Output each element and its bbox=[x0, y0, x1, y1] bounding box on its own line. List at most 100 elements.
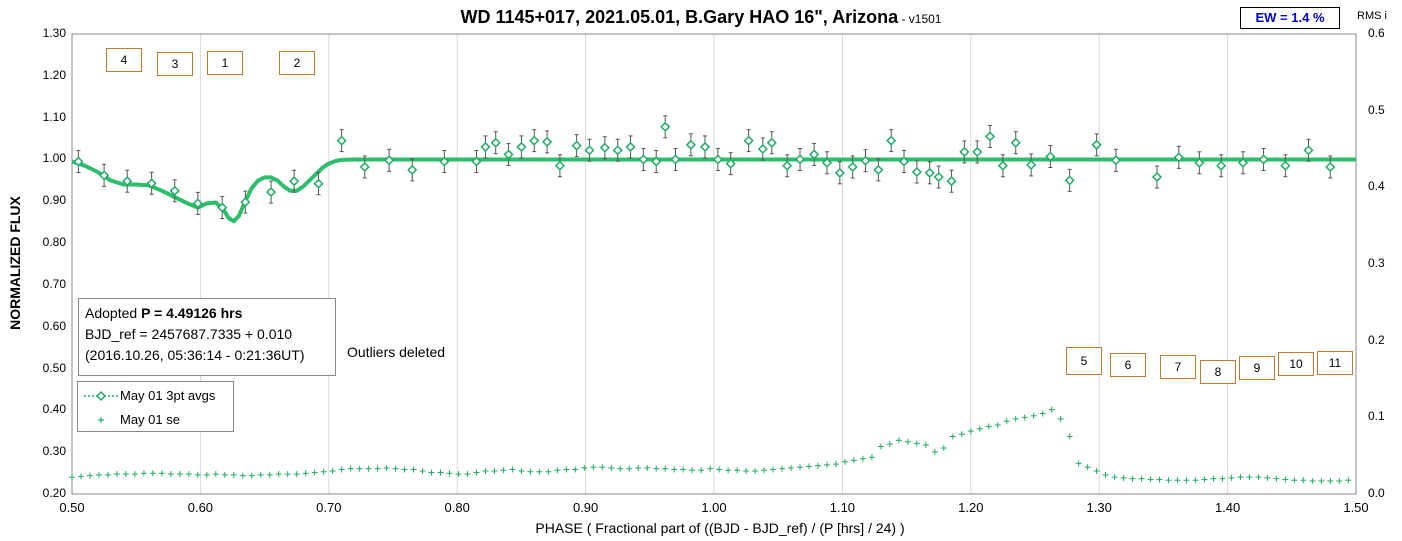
avg-point bbox=[192, 191, 203, 215]
se-point bbox=[1156, 476, 1163, 483]
se-point bbox=[967, 428, 974, 435]
chart-title: WD 1145+017, 2021.05.01, B.Gary HAO 16",… bbox=[0, 7, 1402, 28]
se-point bbox=[257, 471, 264, 478]
dip-label-2: 2 bbox=[279, 51, 315, 75]
se-point bbox=[302, 470, 309, 477]
avg-point bbox=[1303, 138, 1314, 162]
chart-version: v1501 bbox=[908, 12, 942, 26]
se-point bbox=[1021, 414, 1028, 421]
se-point bbox=[365, 465, 372, 472]
avg-point bbox=[699, 135, 711, 159]
se-point bbox=[392, 465, 399, 472]
y-tick-label: 0.50 bbox=[42, 360, 66, 375]
se-point bbox=[410, 466, 417, 473]
se-point bbox=[374, 465, 381, 472]
avg-point bbox=[685, 133, 696, 157]
avg-point bbox=[1045, 145, 1056, 169]
se-point bbox=[293, 471, 300, 478]
series-avg-markers bbox=[73, 115, 1336, 220]
se-point bbox=[841, 458, 848, 465]
se-point bbox=[401, 466, 408, 473]
avg-point bbox=[860, 149, 871, 173]
avg-point bbox=[660, 115, 671, 139]
se-point bbox=[1291, 477, 1298, 484]
se-point bbox=[1318, 477, 1325, 484]
se-point bbox=[455, 471, 462, 478]
avg-point bbox=[584, 138, 595, 162]
se-point bbox=[464, 471, 471, 478]
avg-point bbox=[886, 129, 897, 153]
se-point bbox=[716, 466, 723, 473]
se-point bbox=[994, 422, 1001, 428]
legend-item-avg: May 01 3pt avgs bbox=[78, 385, 233, 407]
se-point bbox=[752, 468, 759, 474]
se-point bbox=[131, 471, 138, 478]
vertical-gridlines bbox=[71, 34, 1357, 494]
avg-point bbox=[384, 148, 395, 172]
se-point bbox=[1111, 474, 1118, 481]
se-point bbox=[1066, 433, 1073, 440]
se-point bbox=[904, 438, 911, 445]
legend-label-se: May 01 se bbox=[120, 412, 180, 427]
se-point bbox=[913, 440, 920, 447]
y-tick-label: 1.00 bbox=[42, 151, 66, 166]
se-point bbox=[581, 464, 588, 471]
y2-tick-label: 0.1 bbox=[1368, 409, 1385, 424]
avg-point bbox=[217, 196, 228, 220]
avg-point bbox=[1216, 154, 1227, 178]
period-info-box: Adopted P = 4.49126 hrs BJD_ref = 245768… bbox=[78, 298, 336, 376]
se-point bbox=[931, 448, 938, 455]
se-point bbox=[1255, 474, 1262, 481]
avg-point bbox=[972, 140, 983, 164]
avg-point bbox=[313, 172, 324, 196]
se-point bbox=[347, 465, 354, 472]
avg-point bbox=[794, 147, 806, 171]
avg-point bbox=[873, 158, 884, 182]
avg-point bbox=[1194, 151, 1205, 175]
se-point bbox=[823, 461, 830, 468]
x-tick-label: 1.10 bbox=[829, 500, 856, 515]
y2-tick-label: 0.3 bbox=[1368, 256, 1385, 270]
se-point bbox=[446, 470, 453, 477]
avg-point bbox=[169, 179, 180, 203]
se-point bbox=[509, 466, 516, 473]
avg-point bbox=[757, 137, 768, 161]
se-point bbox=[1102, 471, 1109, 478]
dip-label-4: 4 bbox=[106, 48, 142, 72]
avg-point bbox=[359, 155, 370, 179]
se-point bbox=[895, 437, 902, 444]
x-tick-label: 0.90 bbox=[572, 500, 599, 515]
se-point bbox=[536, 468, 543, 475]
se-point bbox=[698, 467, 705, 474]
avg-point bbox=[743, 129, 754, 153]
se-point bbox=[958, 431, 965, 438]
se-point bbox=[761, 467, 768, 474]
se-point bbox=[563, 466, 570, 473]
se-point bbox=[644, 464, 651, 471]
se-point bbox=[689, 467, 696, 474]
x-tick-label: 0.70 bbox=[316, 500, 342, 515]
se-point bbox=[482, 468, 489, 474]
se-point bbox=[680, 466, 687, 473]
avg-point bbox=[599, 136, 610, 160]
avg-point bbox=[725, 152, 736, 176]
se-point bbox=[1165, 477, 1172, 484]
se-point bbox=[1174, 477, 1181, 484]
se-point bbox=[545, 468, 552, 475]
chart-title-separator: - bbox=[898, 12, 909, 26]
se-point bbox=[1183, 477, 1190, 484]
se-point bbox=[1039, 410, 1046, 417]
avg-point bbox=[490, 131, 501, 155]
avg-point bbox=[480, 135, 491, 159]
se-point bbox=[1030, 412, 1037, 419]
avg-point bbox=[571, 134, 582, 158]
se-point bbox=[617, 465, 624, 472]
avg-point bbox=[122, 169, 133, 193]
se-point bbox=[1012, 415, 1019, 422]
dip-label-3: 3 bbox=[157, 52, 193, 76]
x-tick-label: 0.80 bbox=[444, 500, 470, 515]
y-tick-label: 1.30 bbox=[42, 26, 66, 40]
y2-tick-label: 0.5 bbox=[1368, 102, 1385, 117]
se-point bbox=[725, 467, 732, 474]
y2-axis-label: RMS i bbox=[1357, 10, 1387, 22]
